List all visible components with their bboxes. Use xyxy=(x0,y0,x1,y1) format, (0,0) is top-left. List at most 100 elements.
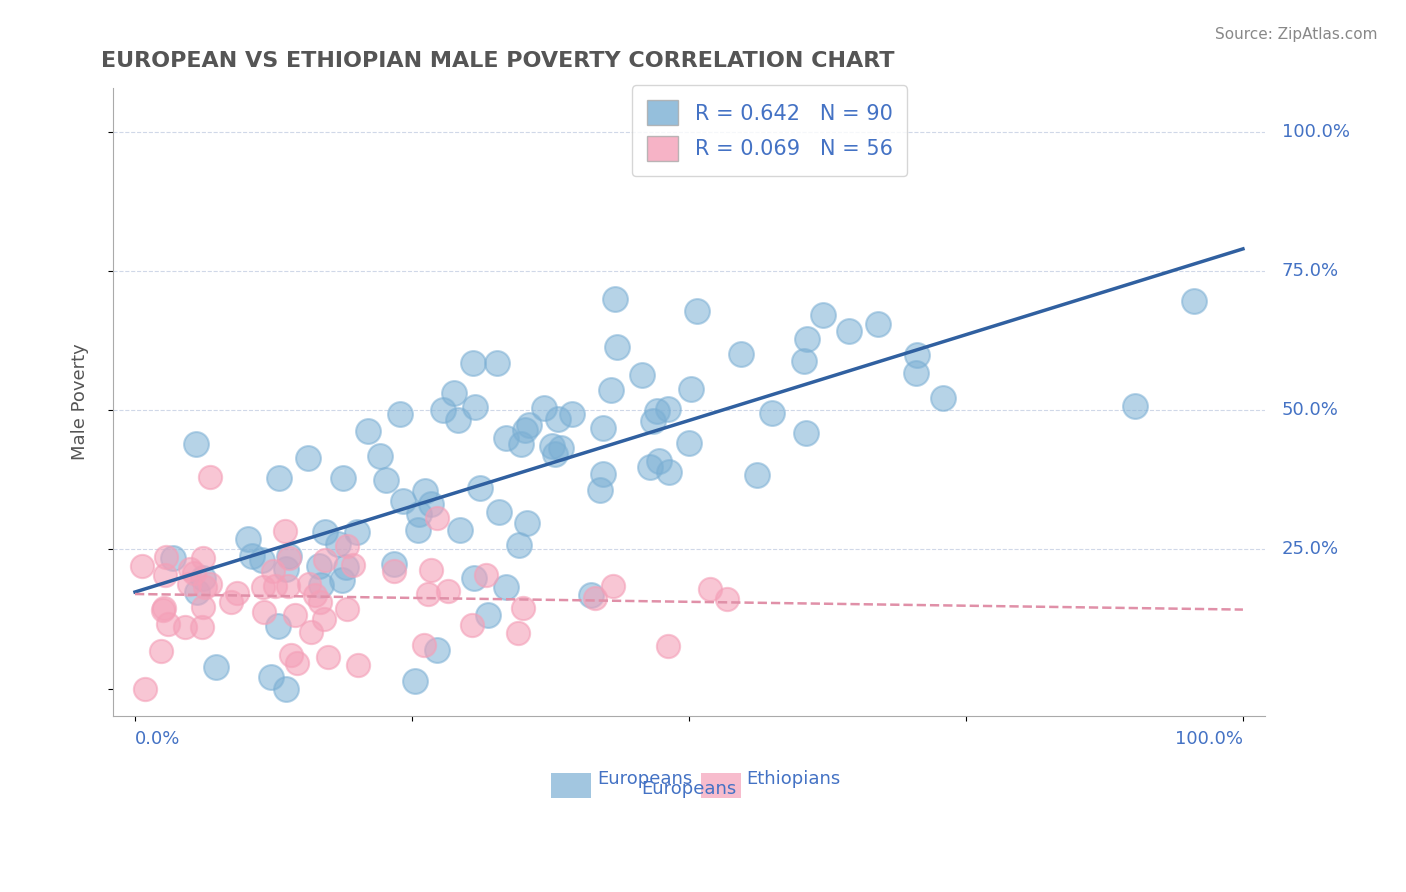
Point xyxy=(342,558,364,572)
Point xyxy=(533,401,555,415)
Point xyxy=(297,451,319,466)
Point xyxy=(266,618,288,632)
Point xyxy=(588,483,610,498)
Point xyxy=(316,649,339,664)
Point xyxy=(312,612,335,626)
Point xyxy=(134,681,156,696)
Point xyxy=(335,539,357,553)
Point xyxy=(304,589,326,603)
Point xyxy=(260,670,283,684)
Point xyxy=(412,639,434,653)
Y-axis label: Male Poverty: Male Poverty xyxy=(72,343,89,460)
Point xyxy=(547,411,569,425)
Point xyxy=(794,426,817,441)
Point xyxy=(162,551,184,566)
Point xyxy=(219,594,242,608)
Point xyxy=(179,561,201,575)
Point xyxy=(314,552,336,566)
Point xyxy=(747,468,769,483)
Point xyxy=(425,510,447,524)
Point xyxy=(600,383,623,397)
Point xyxy=(686,304,709,318)
Point xyxy=(240,549,263,563)
Point xyxy=(278,550,301,565)
Point xyxy=(198,576,221,591)
Point xyxy=(508,625,530,640)
Point xyxy=(475,568,498,582)
Point xyxy=(404,674,426,689)
Point xyxy=(388,407,411,421)
Point xyxy=(447,413,470,427)
Point xyxy=(592,421,614,435)
FancyBboxPatch shape xyxy=(551,773,591,798)
Point xyxy=(437,584,460,599)
Point xyxy=(602,579,624,593)
Point xyxy=(793,354,815,368)
Point xyxy=(267,471,290,485)
Point xyxy=(284,607,307,622)
Point xyxy=(357,424,380,438)
Point xyxy=(904,367,927,381)
Point xyxy=(1182,293,1205,308)
Point xyxy=(191,599,214,614)
Point xyxy=(796,332,818,346)
Point xyxy=(657,401,679,416)
Point xyxy=(191,551,214,566)
Point xyxy=(495,431,517,445)
Text: 0.0%: 0.0% xyxy=(135,731,180,748)
Point xyxy=(326,537,349,551)
Point xyxy=(285,656,308,670)
Point xyxy=(299,625,322,640)
Point xyxy=(508,538,530,552)
Point xyxy=(643,414,665,428)
Text: EUROPEAN VS ETHIOPIAN MALE POVERTY CORRELATION CHART: EUROPEAN VS ETHIOPIAN MALE POVERTY CORRE… xyxy=(101,51,894,70)
Point xyxy=(173,620,195,634)
Point xyxy=(550,441,572,455)
Point xyxy=(477,608,499,623)
Point xyxy=(262,565,284,579)
Point xyxy=(509,437,531,451)
Point xyxy=(335,560,357,574)
Point xyxy=(276,562,298,576)
Point xyxy=(1125,399,1147,413)
Point xyxy=(250,553,273,567)
Point xyxy=(540,439,562,453)
Point xyxy=(512,600,534,615)
Point xyxy=(838,324,860,338)
Point xyxy=(432,403,454,417)
Point xyxy=(330,574,353,588)
Point xyxy=(647,454,669,468)
Point xyxy=(177,577,200,591)
Point xyxy=(592,467,614,481)
Point xyxy=(346,658,368,673)
Point xyxy=(461,618,484,632)
Text: 50.0%: 50.0% xyxy=(1282,401,1339,419)
Text: 25.0%: 25.0% xyxy=(1282,541,1339,558)
Point xyxy=(426,643,449,657)
Point xyxy=(225,586,247,600)
Point xyxy=(638,460,661,475)
Text: Source: ZipAtlas.com: Source: ZipAtlas.com xyxy=(1215,27,1378,42)
Point xyxy=(932,392,955,406)
Point xyxy=(419,563,441,577)
Point xyxy=(495,580,517,594)
Point xyxy=(681,382,703,396)
Point xyxy=(336,602,359,616)
Point xyxy=(314,524,336,539)
Point xyxy=(406,523,429,537)
Point xyxy=(150,644,173,658)
Point xyxy=(485,356,508,370)
Point xyxy=(153,600,176,615)
Point xyxy=(391,494,413,508)
Point xyxy=(183,566,205,581)
Point xyxy=(205,660,228,674)
Point xyxy=(382,564,405,578)
Legend: R = 0.642   N = 90, R = 0.069   N = 56: R = 0.642 N = 90, R = 0.069 N = 56 xyxy=(633,86,907,176)
Point xyxy=(264,579,287,593)
Point xyxy=(191,571,214,585)
Point xyxy=(184,437,207,451)
Point xyxy=(274,524,297,538)
Point xyxy=(716,591,738,606)
Point xyxy=(194,580,217,594)
Point xyxy=(368,449,391,463)
